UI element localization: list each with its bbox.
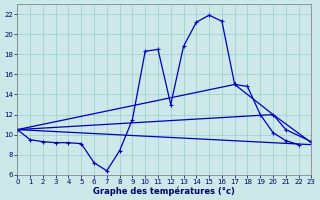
X-axis label: Graphe des températures (°c): Graphe des températures (°c) (93, 186, 235, 196)
